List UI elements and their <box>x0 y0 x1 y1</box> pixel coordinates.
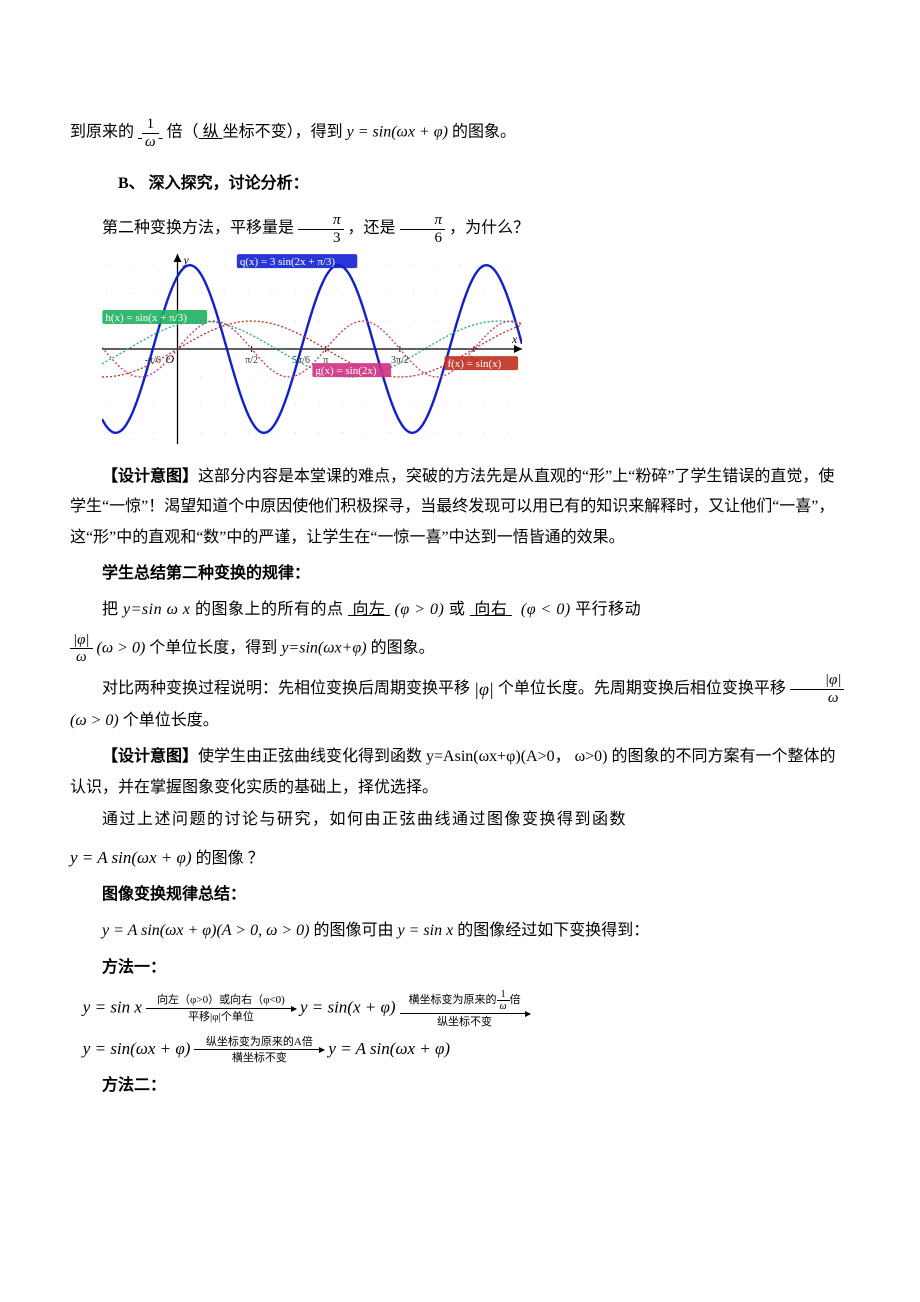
m1-eq3: y = sin(ωx + φ) <box>83 1039 191 1058</box>
design-intent-label: 【设计意图】 <box>102 468 198 485</box>
method2-title: 方法二： <box>70 1071 850 1101</box>
blank-left: 向左 <box>348 601 390 618</box>
design-intent-2: 【设计意图】使学生由正弦曲线变化得到函数 y=Asin(ωx+φ)(A>0， ω… <box>70 742 850 803</box>
svg-text:q(x) = 3 sin(2x + π/3): q(x) = 3 sin(2x + π/3) <box>240 257 336 269</box>
svg-text:f(x) = sin(x): f(x) = sin(x) <box>447 359 501 371</box>
arrow-2: 横坐标变为原来的1ω倍 纵坐标不变 <box>400 989 530 1029</box>
blank-underline: 1ω <box>138 124 163 141</box>
svg-text:h(x) = sin(x + π/3): h(x) = sin(x + π/3) <box>105 312 187 324</box>
svg-text:-π/6: -π/6 <box>145 355 161 366</box>
rule2-line2: |φ|ω (ω > 0) 个单位长度，得到 y=sin(ωx+φ) 的图象。 <box>70 632 850 666</box>
text: 倍（ <box>167 124 199 141</box>
question-shift-amount: 第二种变换方法，平移量是 π3 ，还是 π6 ，为什么？ <box>70 212 850 246</box>
m1-eq2: y = sin(x + φ) <box>300 998 396 1017</box>
sine-transform-graph: yxO-π/6π/25π/6π3π/22πq(x) = 3 sin(2x + π… <box>102 254 850 455</box>
text: 到原来的 <box>70 124 134 141</box>
text: 的图象。 <box>452 124 516 141</box>
m1-eq4: y = A sin(ωx + φ) <box>328 1039 450 1058</box>
svg-text:x: x <box>511 332 518 346</box>
m1-eq1: y = sin x <box>83 998 142 1017</box>
paragraph-original-scale: 到原来的 1ω 倍（ 纵 坐标不变），得到 y = sin(ωx + φ) 的图… <box>70 116 850 150</box>
question-3-eq: y = A sin(ωx + φ) 的图像 ？ <box>70 842 850 874</box>
section-b-heading: B、 深入探究，讨论分析： <box>118 169 850 199</box>
blank-right: 向右 <box>470 601 512 618</box>
design-intent-2-block: 【设计意图】使学生由正弦曲线变化得到函数 y=Asin(ωx+φ)(A>0， ω… <box>70 742 850 835</box>
svg-text:3π/2: 3π/2 <box>391 355 409 366</box>
rule2-line1: 把 y=sin ω x 的图象上的所有的点 向左 (φ > 0) 或 向右 (φ… <box>70 595 850 625</box>
equation: y = sin(ωx + φ) <box>347 124 448 141</box>
text: 坐标不变），得到 <box>223 124 343 141</box>
compare-paragraph: 对比两种变换过程说明：先相位变换后周期变换平移 ||φ|φ| 个单位长度。先周期… <box>70 672 850 737</box>
arrow-3: 纵坐标变为原来的A倍 横坐标不变 <box>194 1036 324 1065</box>
summary-line: y = A sin(ωx + φ)(A > 0, ω > 0) 的图像可由 y … <box>70 916 850 946</box>
arrow-1: 向左（φ>0）或向右（φ<0) 平移|φ|个单位 <box>146 994 296 1023</box>
method1-diagram: y = sin x 向左（φ>0）或向右（φ<0) 平移|φ|个单位 y = s… <box>83 989 850 1065</box>
summary-title: 图像变换规律总结： <box>70 880 850 910</box>
svg-text:g(x) = sin(2x): g(x) = sin(2x) <box>315 366 377 378</box>
rule2-title: 学生总结第二种变换的规律： <box>70 559 850 589</box>
question-3: 通过上述问题的讨论与研究，如何由正弦曲线通过图像变换得到函数 <box>70 805 850 835</box>
svg-text:π/2: π/2 <box>245 355 258 366</box>
design-intent-1: 【设计意图】这部分内容是本堂课的难点，突破的方法先是从直观的“形”上“粉碎”了学… <box>70 462 850 553</box>
blank-axis: 纵 <box>199 124 223 141</box>
svg-text:5π/6: 5π/6 <box>292 355 310 366</box>
method1-title: 方法一： <box>70 953 850 983</box>
chart-svg: yxO-π/6π/25π/6π3π/22πq(x) = 3 sin(2x + π… <box>102 254 522 444</box>
